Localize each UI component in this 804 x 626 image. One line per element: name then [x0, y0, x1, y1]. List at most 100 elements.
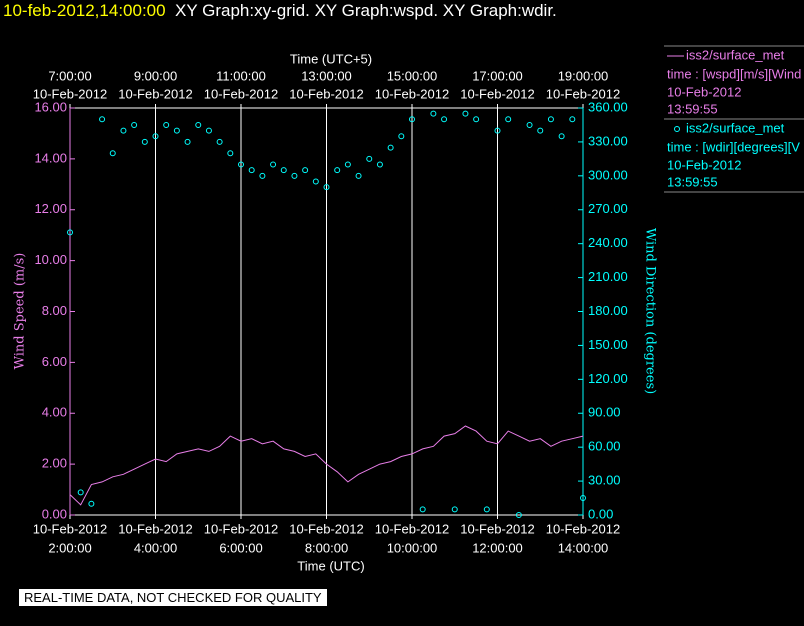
wind-direction-point	[270, 161, 277, 168]
x2-tick-label: 13:00:00	[301, 68, 352, 83]
x2-tick-date: 10-Feb-2012	[375, 86, 449, 101]
wind-direction-point	[99, 116, 106, 123]
x2-tick-label: 19:00:00	[558, 68, 609, 83]
wind-direction-point	[483, 506, 490, 513]
x-axis-title: Time (UTC)	[297, 558, 364, 573]
wind-direction-point	[398, 133, 405, 140]
wind-direction-point	[88, 500, 95, 507]
x-tick-label: 2:00:00	[48, 540, 91, 555]
wind-direction-point	[451, 506, 458, 513]
legend-date: 10-Feb-2012	[667, 157, 741, 172]
legend-name: iss2/surface_met	[686, 47, 785, 62]
wind-speed-line	[69, 425, 584, 506]
wind-direction-point	[259, 172, 266, 179]
x-tick-date: 10-Feb-2012	[460, 521, 534, 536]
title-bar: 10-feb-2012,14:00:00 XY Graph:xy-grid. X…	[3, 1, 557, 21]
y-tick-label: 12.00	[34, 201, 67, 216]
y-tick-label: 16.00	[34, 99, 67, 114]
x2-tick-label: 15:00:00	[387, 68, 438, 83]
wind-direction-point	[366, 155, 373, 162]
legend-swatch	[674, 126, 680, 132]
wind-direction-point	[141, 138, 148, 145]
wind-direction-point	[163, 121, 170, 128]
y2-tick-label: 270.00	[588, 201, 628, 216]
x2-tick-date: 10-Feb-2012	[546, 86, 620, 101]
legend-time: 13:59:55	[667, 101, 718, 116]
x-tick-label: 14:00:00	[558, 540, 609, 555]
y2-tick-label: 180.00	[588, 303, 628, 318]
wind-direction-point	[462, 110, 469, 117]
wind-direction-point	[248, 167, 255, 174]
wind-direction-point	[580, 495, 586, 502]
wind-direction-point	[291, 172, 298, 179]
wind-direction-point	[537, 127, 544, 134]
wind-direction-point	[195, 121, 202, 128]
wind-direction-point	[515, 512, 522, 518]
quality-note: REAL-TIME DATA, NOT CHECKED FOR QUALITY	[19, 589, 327, 606]
x-tick-date: 10-Feb-2012	[546, 521, 620, 536]
x-tick-label: 4:00:00	[134, 540, 177, 555]
y2-tick-label: 210.00	[588, 269, 628, 284]
wind-direction-point	[77, 489, 84, 496]
wind-direction-point	[238, 161, 244, 168]
chart-title: XY Graph:xy-grid. XY Graph:wspd. XY Grap…	[175, 1, 557, 20]
wind-direction-point	[547, 116, 554, 123]
wind-direction-point	[216, 138, 223, 145]
x2-tick-date: 10-Feb-2012	[460, 86, 534, 101]
y-tick-label: 14.00	[34, 150, 67, 165]
y2-tick-label: 30.00	[588, 473, 621, 488]
y-tick-label: 10.00	[34, 252, 67, 267]
y2-tick-label: 300.00	[588, 167, 628, 182]
wind-direction-point	[441, 116, 448, 123]
y2-tick-label: 60.00	[588, 439, 621, 454]
x-tick-date: 10-Feb-2012	[118, 521, 192, 536]
x2-tick-date: 10-Feb-2012	[289, 86, 363, 101]
wind-direction-point	[376, 161, 383, 168]
wind-direction-point	[312, 178, 319, 185]
y2-tick-label: 360.00	[588, 99, 628, 114]
x2-tick-label: 17:00:00	[472, 68, 523, 83]
x-tick-label: 10:00:00	[387, 540, 438, 555]
wind-direction-point	[109, 150, 116, 157]
x2-tick-date: 10-Feb-2012	[118, 86, 192, 101]
x-tick-date: 10-Feb-2012	[33, 521, 107, 536]
wind-direction-point	[205, 127, 212, 134]
wind-direction-point	[227, 150, 234, 157]
y2-tick-label: 90.00	[588, 405, 621, 420]
legend-variable: time : [wdir][degrees][V	[667, 139, 800, 154]
wind-direction-point	[569, 116, 576, 123]
y-tick-label: 2.00	[42, 456, 67, 471]
wind-direction-point	[184, 138, 191, 145]
legend-variable: time : [wspd][m/s][Wind	[667, 66, 801, 81]
y-tick-label: 0.00	[42, 506, 67, 521]
wind-direction-point	[67, 229, 73, 236]
wind-direction-point	[152, 133, 159, 140]
x2-tick-label: 7:00:00	[48, 68, 91, 83]
wind-direction-point	[344, 161, 351, 168]
wind-direction-point	[494, 127, 501, 134]
wind-direction-point	[505, 116, 512, 123]
x2-axis-title: Time (UTC+5)	[290, 51, 372, 66]
legend-time: 13:59:55	[667, 174, 718, 189]
wind-direction-point	[430, 110, 437, 117]
wind-direction-point	[558, 133, 565, 140]
wind-direction-point	[280, 167, 287, 174]
x-tick-label: 8:00:00	[305, 540, 348, 555]
x-tick-label: 12:00:00	[472, 540, 523, 555]
x-tick-date: 10-Feb-2012	[375, 521, 449, 536]
wind-direction-point	[173, 127, 180, 134]
wind-direction-point	[355, 172, 362, 179]
timestamp: 10-feb-2012,14:00:00	[3, 1, 166, 20]
legend-date: 10-Feb-2012	[667, 84, 741, 99]
wind-direction-point	[387, 144, 394, 151]
y2-tick-label: 150.00	[588, 337, 628, 352]
wind-direction-point	[334, 167, 341, 174]
x2-tick-date: 10-Feb-2012	[204, 86, 278, 101]
y2-tick-label: 120.00	[588, 371, 628, 386]
y-tick-label: 4.00	[42, 405, 67, 420]
y2-tick-label: 330.00	[588, 133, 628, 148]
x-tick-date: 10-Feb-2012	[204, 521, 278, 536]
wind-direction-point	[302, 167, 309, 174]
